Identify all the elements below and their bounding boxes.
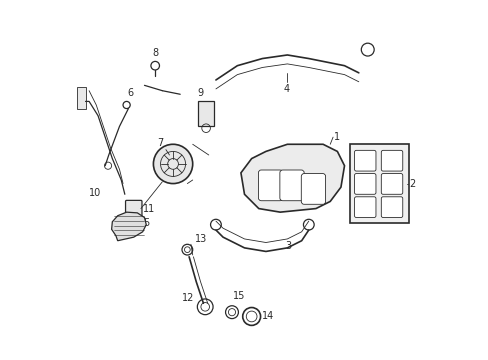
Bar [349, 144, 408, 223]
Polygon shape [111, 212, 146, 241]
Bar [77, 87, 85, 109]
Circle shape [153, 144, 192, 184]
Text: 12: 12 [182, 293, 194, 303]
FancyBboxPatch shape [279, 170, 304, 201]
Text: 15: 15 [232, 292, 244, 301]
FancyBboxPatch shape [381, 197, 402, 217]
FancyBboxPatch shape [258, 170, 282, 201]
Text: 5: 5 [142, 217, 149, 228]
Text: 6: 6 [127, 88, 133, 98]
Text: 8: 8 [152, 48, 158, 58]
Bar [198, 102, 214, 126]
Text: 7: 7 [157, 138, 163, 148]
Text: 9: 9 [198, 88, 203, 98]
Polygon shape [241, 144, 344, 212]
FancyBboxPatch shape [381, 150, 402, 171]
FancyBboxPatch shape [381, 174, 402, 194]
Text: 10: 10 [89, 188, 101, 198]
Text: 11: 11 [142, 203, 155, 213]
FancyBboxPatch shape [354, 197, 375, 217]
Text: 13: 13 [194, 234, 206, 244]
Text: 2: 2 [408, 179, 414, 189]
Text: 3: 3 [285, 242, 291, 251]
FancyBboxPatch shape [354, 150, 375, 171]
Text: 4: 4 [283, 84, 289, 94]
Text: 14: 14 [261, 311, 273, 321]
FancyBboxPatch shape [354, 174, 375, 194]
Text: 1: 1 [333, 132, 339, 142]
FancyBboxPatch shape [301, 174, 325, 204]
FancyBboxPatch shape [125, 201, 142, 217]
